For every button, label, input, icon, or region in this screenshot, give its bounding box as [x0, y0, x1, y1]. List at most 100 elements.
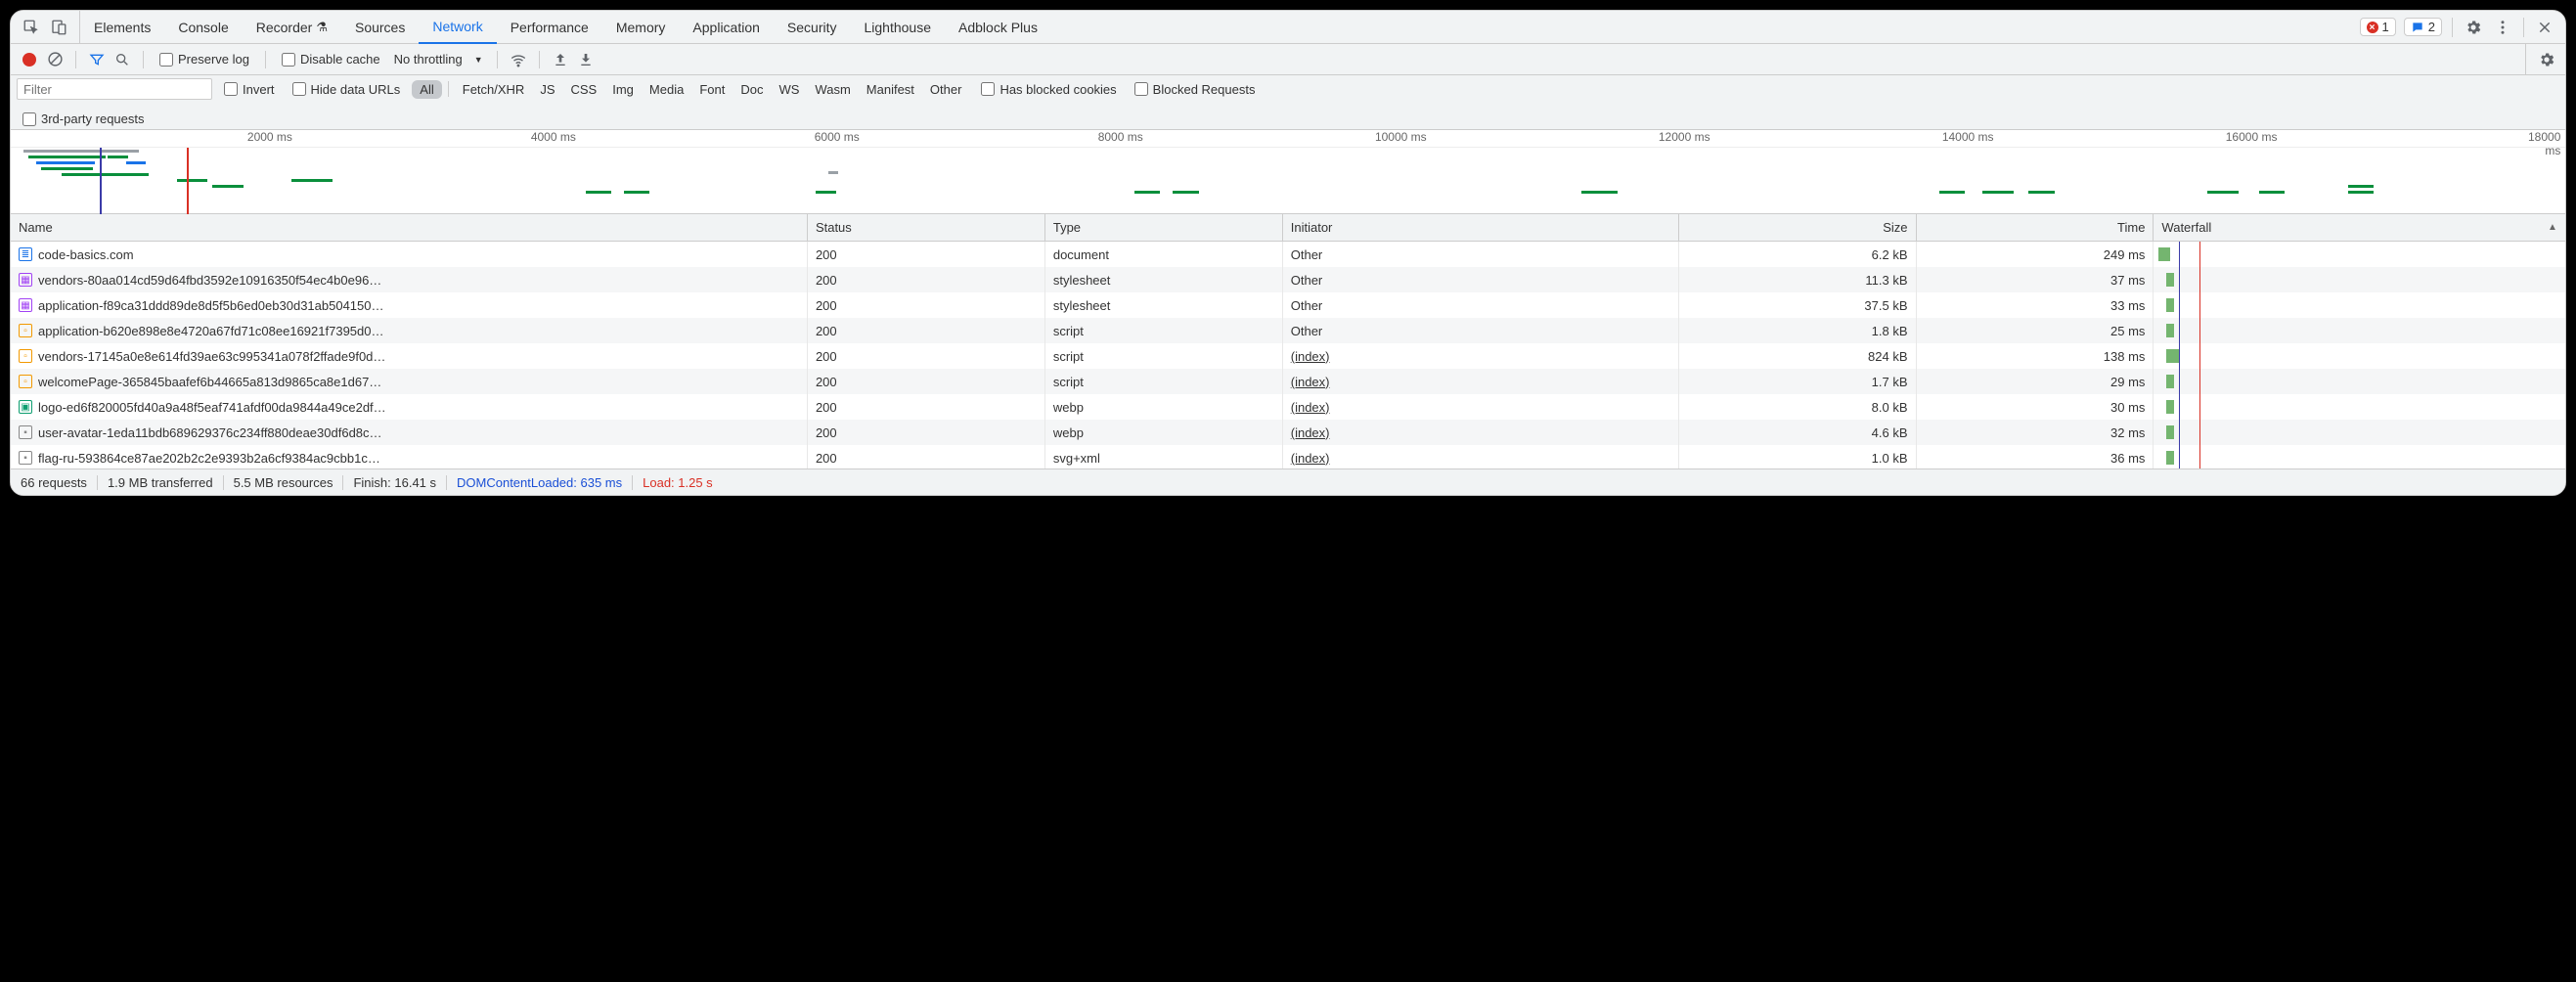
type-pill-img[interactable]: Img: [604, 80, 642, 99]
table-row[interactable]: ▫welcomePage-365845baafef6b44665a813d986…: [11, 369, 2565, 394]
waterfall-bar: [2166, 375, 2174, 388]
overview-bar: [816, 191, 836, 194]
has-blocked-cookies-input[interactable]: [981, 82, 995, 96]
sb-domcontentloaded: DOMContentLoaded: 635 ms: [447, 475, 633, 490]
tab-security[interactable]: Security: [774, 11, 851, 43]
type-pill-font[interactable]: Font: [691, 80, 733, 99]
cell-name: ▦application-f89ca31ddd89de8d5f5b6ed0eb3…: [11, 292, 808, 318]
blocked-requests-checkbox[interactable]: Blocked Requests: [1134, 82, 1256, 97]
type-pill-other[interactable]: Other: [922, 80, 970, 99]
initiator-text[interactable]: (index): [1291, 425, 1330, 440]
invert-input[interactable]: [224, 82, 238, 96]
tab-sources[interactable]: Sources: [341, 11, 419, 43]
waterfall-load-line: [2199, 369, 2200, 394]
cell-type: svg+xml: [1045, 445, 1283, 469]
type-pill-fetchxhr[interactable]: Fetch/XHR: [455, 80, 533, 99]
sb-resources: 5.5 MB resources: [224, 475, 344, 490]
initiator-text: Other: [1291, 273, 1323, 288]
initiator-text[interactable]: (index): [1291, 375, 1330, 389]
waterfall-bar: [2166, 451, 2174, 465]
table-row[interactable]: ▪user-avatar-1eda11bdb689629376c234ff880…: [11, 420, 2565, 445]
header-name[interactable]: Name: [11, 214, 808, 241]
preserve-log-input[interactable]: [159, 53, 173, 67]
sb-load: Load: 1.25 s: [633, 475, 723, 490]
overview-bar: [41, 167, 92, 170]
header-size[interactable]: Size: [1679, 214, 1917, 241]
inspect-element-icon[interactable]: [19, 15, 44, 40]
type-pill-doc[interactable]: Doc: [733, 80, 771, 99]
cell-name: ▫welcomePage-365845baafef6b44665a813d986…: [11, 369, 808, 394]
hide-data-urls-checkbox[interactable]: Hide data URLs: [292, 82, 401, 97]
initiator-text[interactable]: (index): [1291, 451, 1330, 466]
error-badge[interactable]: 1: [2360, 18, 2396, 36]
header-status[interactable]: Status: [808, 214, 1045, 241]
cell-name: ▫vendors-17145a0e8e614fd39ae63c995341a07…: [11, 343, 808, 369]
blocked-requests-input[interactable]: [1134, 82, 1148, 96]
header-type[interactable]: Type: [1045, 214, 1283, 241]
third-party-input[interactable]: [22, 112, 36, 126]
type-pill-wasm[interactable]: Wasm: [807, 80, 858, 99]
timeline-overview[interactable]: 2000 ms4000 ms6000 ms8000 ms10000 ms1200…: [11, 130, 2565, 214]
cell-initiator: Other: [1283, 242, 1679, 267]
table-row[interactable]: ▣logo-ed6f820005fd40a9a48f5eaf741afdf00d…: [11, 394, 2565, 420]
table-row[interactable]: ▫vendors-17145a0e8e614fd39ae63c995341a07…: [11, 343, 2565, 369]
search-button[interactable]: [111, 49, 133, 70]
header-initiator[interactable]: Initiator: [1283, 214, 1679, 241]
invert-checkbox[interactable]: Invert: [224, 82, 275, 97]
initiator-text[interactable]: (index): [1291, 400, 1330, 415]
tab-adblock-plus[interactable]: Adblock Plus: [945, 11, 1051, 43]
preserve-log-checkbox[interactable]: Preserve log: [159, 52, 249, 67]
disable-cache-checkbox[interactable]: Disable cache: [282, 52, 380, 67]
tab-performance[interactable]: Performance: [497, 11, 602, 43]
device-toggle-icon[interactable]: [46, 15, 71, 40]
tab-memory[interactable]: Memory: [602, 11, 680, 43]
disable-cache-input[interactable]: [282, 53, 295, 67]
type-pill-ws[interactable]: WS: [771, 80, 807, 99]
type-filter-pills: All Fetch/XHRJSCSSImgMediaFontDocWSWasmMa…: [412, 80, 969, 99]
network-settings-icon[interactable]: [2536, 49, 2557, 70]
type-pill-all[interactable]: All: [412, 80, 441, 99]
close-icon[interactable]: [2534, 17, 2555, 38]
table-row[interactable]: ▫application-b620e898e8e4720a67fd71c08ee…: [11, 318, 2565, 343]
header-time[interactable]: Time: [1917, 214, 2154, 241]
clear-button[interactable]: [44, 49, 66, 70]
table-row[interactable]: ▪flag-ru-593864ce87ae202b2c2e9393b2a6cf9…: [11, 445, 2565, 469]
download-har-icon[interactable]: [575, 49, 597, 70]
tab-recorder[interactable]: Recorder⚗: [243, 11, 341, 43]
waterfall-load-line: [2199, 318, 2200, 343]
filter-toggle-button[interactable]: [86, 49, 108, 70]
type-pill-manifest[interactable]: Manifest: [859, 80, 922, 99]
throttling-label: No throttling: [394, 52, 463, 67]
cell-size: 1.0 kB: [1679, 445, 1917, 469]
record-button[interactable]: [19, 49, 40, 70]
waterfall-dom-line: [2179, 394, 2180, 420]
table-row[interactable]: ▦vendors-80aa014cd59d64fbd3592e10916350f…: [11, 267, 2565, 292]
initiator-text[interactable]: (index): [1291, 349, 1330, 364]
tab-network[interactable]: Network: [419, 12, 496, 44]
cell-name: ▪flag-ru-593864ce87ae202b2c2e9393b2a6cf9…: [11, 445, 808, 469]
waterfall-load-line: [2199, 420, 2200, 445]
waterfall-bar: [2166, 273, 2174, 287]
type-pill-media[interactable]: Media: [642, 80, 691, 99]
tab-console[interactable]: Console: [164, 11, 242, 43]
table-row[interactable]: ▦application-f89ca31ddd89de8d5f5b6ed0eb3…: [11, 292, 2565, 318]
tab-lighthouse[interactable]: Lighthouse: [851, 11, 946, 43]
third-party-checkbox[interactable]: 3rd-party requests: [22, 112, 145, 126]
type-pill-js[interactable]: JS: [532, 80, 562, 99]
throttling-select[interactable]: No throttling ▼: [394, 52, 483, 67]
type-pill-css[interactable]: CSS: [563, 80, 605, 99]
tab-application[interactable]: Application: [679, 11, 774, 43]
has-blocked-cookies-checkbox[interactable]: Has blocked cookies: [981, 82, 1116, 97]
header-waterfall[interactable]: Waterfall: [2154, 214, 2565, 241]
more-menu-icon[interactable]: [2492, 17, 2513, 38]
upload-har-icon[interactable]: [550, 49, 571, 70]
table-row[interactable]: ≣code-basics.com200documentOther6.2 kB24…: [11, 242, 2565, 267]
cell-size: 4.6 kB: [1679, 420, 1917, 445]
filter-input[interactable]: [17, 78, 212, 100]
settings-gear-icon[interactable]: [2463, 17, 2484, 38]
cell-initiator: Other: [1283, 267, 1679, 292]
tab-elements[interactable]: Elements: [80, 11, 164, 43]
hide-data-urls-input[interactable]: [292, 82, 306, 96]
network-conditions-icon[interactable]: [508, 49, 529, 70]
message-badge[interactable]: 2: [2404, 18, 2442, 36]
